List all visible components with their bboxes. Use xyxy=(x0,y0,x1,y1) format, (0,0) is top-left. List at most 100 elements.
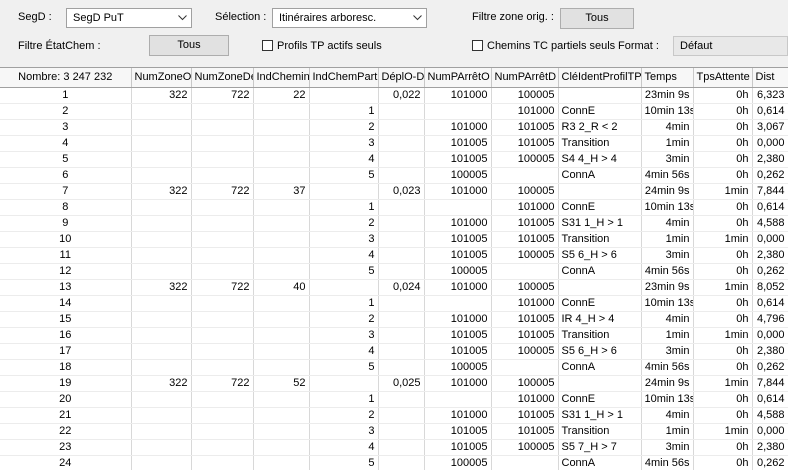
table-cell xyxy=(131,247,192,264)
table-cell xyxy=(253,455,310,470)
table-cell xyxy=(253,247,310,264)
selection-dropdown[interactable]: Itinéraires arboresc. xyxy=(272,8,427,28)
table-cell: ConnE xyxy=(558,103,642,120)
table-row: 11 4 101005 100005 S5 6_H > 6 3min 0h 2,380 xyxy=(0,247,788,264)
column-header[interactable]: NumPArrêtD xyxy=(491,68,559,88)
table-cell: 0,024 xyxy=(378,279,425,296)
column-header[interactable]: IndChemin xyxy=(253,68,310,88)
segd-dropdown[interactable]: SegD PuT xyxy=(66,8,192,28)
table-cell: 101000 xyxy=(424,119,492,136)
table-cell: 0,025 xyxy=(378,375,425,392)
table-cell xyxy=(131,391,192,408)
column-header[interactable]: Dist xyxy=(752,68,788,88)
table-cell: 2,380 xyxy=(752,151,788,168)
filter-zone-button[interactable]: Tous xyxy=(560,8,634,29)
table-cell: 101000 xyxy=(491,391,559,408)
table-cell: 2 xyxy=(309,119,379,136)
table-row: 5 4 101005 100005 S4 4_H > 4 3min 0h 2,380 xyxy=(0,151,788,168)
table-cell xyxy=(253,231,310,248)
table-cell: 10min 13s xyxy=(641,391,694,408)
table-cell: 1min xyxy=(641,135,694,152)
table-cell xyxy=(378,103,425,120)
table-cell: 0h xyxy=(693,359,753,376)
dropdown-arrow xyxy=(413,15,422,21)
table-cell: IR 4_H > 4 xyxy=(558,311,642,328)
table-cell xyxy=(491,359,559,376)
table-cell: 4min 56s xyxy=(641,359,694,376)
table-row: 16 3 101005 101005 Transition 1min 1min 0,000 xyxy=(0,327,788,344)
table-cell xyxy=(378,135,425,152)
table-cell: 2 xyxy=(309,215,379,232)
table-cell: 10min 13s xyxy=(641,199,694,216)
table-cell: 101005 xyxy=(424,343,492,360)
table-cell xyxy=(131,295,192,312)
table-cell: 1min xyxy=(693,423,753,440)
table-cell xyxy=(378,343,425,360)
column-header[interactable]: DéplO-D xyxy=(378,68,425,88)
table-cell: 722 xyxy=(191,279,254,296)
table-cell: 5 xyxy=(309,263,379,280)
table-cell xyxy=(253,215,310,232)
table-cell: 7 xyxy=(0,183,132,200)
table-cell xyxy=(191,343,254,360)
profiles-checkbox[interactable] xyxy=(262,40,273,51)
table-cell: 0,000 xyxy=(752,327,788,344)
table-cell xyxy=(191,215,254,232)
table-cell: 19 xyxy=(0,375,132,392)
header-row: Nombre: 3 247 232 NumZoneO NumZoneDe IndChe… xyxy=(0,68,788,88)
table-cell: 4min 56s xyxy=(641,167,694,184)
column-header[interactable]: NumPArrêtO xyxy=(424,68,492,88)
table-cell: 100005 xyxy=(424,359,492,376)
column-header[interactable]: Nombre: 3 247 232 xyxy=(0,68,132,88)
partial-checkbox[interactable] xyxy=(472,40,483,51)
table-cell: 0h xyxy=(693,247,753,264)
table-cell: 1 xyxy=(0,87,132,104)
table-cell xyxy=(378,215,425,232)
table-cell xyxy=(131,423,192,440)
table-cell xyxy=(191,247,254,264)
table-cell xyxy=(191,103,254,120)
table-cell xyxy=(191,119,254,136)
table-cell: S31 1_H > 1 xyxy=(558,407,642,424)
column-header[interactable]: TpsAttente xyxy=(693,68,753,88)
format-dropdown[interactable]: Défaut xyxy=(673,36,788,56)
column-header[interactable]: CléIdentProfilTP xyxy=(558,68,642,88)
table-row: 13 322 722 40 0,024 101000 100005 23min 9s 1min 8… xyxy=(0,279,788,296)
table-cell: 1min xyxy=(693,231,753,248)
table-cell: 101005 xyxy=(424,327,492,344)
table-cell: 0,000 xyxy=(752,135,788,152)
table-cell: 12 xyxy=(0,263,132,280)
table-cell: 3min xyxy=(641,439,694,456)
table-cell xyxy=(131,407,192,424)
table-cell: 0h xyxy=(693,407,753,424)
table-cell xyxy=(424,391,492,408)
table-cell: 101005 xyxy=(424,247,492,264)
table-row: 18 5 100005 ConnA 4min 56s 0h 0,262 xyxy=(0,359,788,376)
table-cell: 0,262 xyxy=(752,167,788,184)
table-cell xyxy=(378,359,425,376)
table-cell: 101005 xyxy=(424,439,492,456)
table-cell xyxy=(424,295,492,312)
filter-state-button[interactable]: Tous xyxy=(149,35,229,56)
table-cell: 0h xyxy=(693,119,753,136)
column-header[interactable]: NumZoneO xyxy=(131,68,192,88)
column-header[interactable]: IndChemPart xyxy=(309,68,379,88)
column-header[interactable]: Temps xyxy=(641,68,694,88)
table-cell: 23min 9s xyxy=(641,279,694,296)
table-cell xyxy=(131,439,192,456)
table-cell: 8 xyxy=(0,199,132,216)
table-cell: 322 xyxy=(131,183,192,200)
table-cell xyxy=(424,199,492,216)
table-cell: 101000 xyxy=(491,295,559,312)
table-cell xyxy=(191,263,254,280)
table-cell xyxy=(253,151,310,168)
column-header[interactable]: NumZoneDe xyxy=(191,68,254,88)
table-cell: 0,262 xyxy=(752,359,788,376)
table-row: 14 1 101000 ConnE 10min 13s 0h 0,614 xyxy=(0,295,788,312)
table-cell: 13 xyxy=(0,279,132,296)
table-cell: 52 xyxy=(253,375,310,392)
table-cell: 7,844 xyxy=(752,183,788,200)
table-cell: 100005 xyxy=(491,151,559,168)
table-cell: 100005 xyxy=(491,375,559,392)
